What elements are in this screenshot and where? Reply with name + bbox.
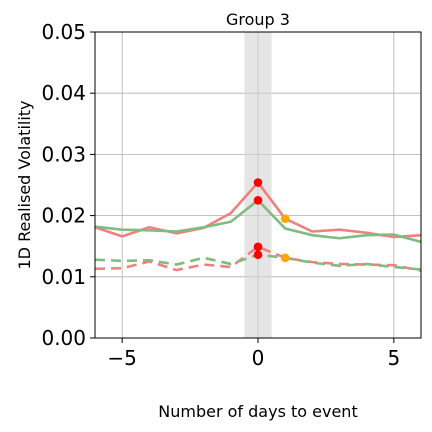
marker-group bbox=[253, 178, 290, 263]
y-tick-label: 0.00 bbox=[41, 326, 86, 350]
chart-title: Group 3 bbox=[226, 10, 290, 29]
event-marker bbox=[280, 214, 290, 223]
y-tick-label: 0.04 bbox=[41, 81, 86, 105]
x-tick-label: −5 bbox=[107, 346, 136, 370]
y-tick-label: 0.05 bbox=[41, 20, 86, 44]
event-marker bbox=[280, 253, 290, 263]
y-axis-label: 1D Realised Volatility bbox=[15, 100, 34, 269]
x-tick-label: 0 bbox=[252, 346, 265, 370]
x-tick-label: 5 bbox=[387, 346, 400, 370]
ticks: −5 0 5 0.00 0.01 0.02 0.03 0.04 0.05 bbox=[41, 20, 400, 370]
event-marker bbox=[253, 178, 263, 187]
event-marker bbox=[253, 242, 263, 252]
y-tick-label: 0.02 bbox=[41, 204, 86, 228]
x-axis-label: Number of days to event bbox=[158, 402, 357, 421]
event-marker bbox=[253, 196, 263, 205]
y-tick-label: 0.01 bbox=[41, 265, 86, 289]
y-tick-label: 0.03 bbox=[41, 142, 86, 166]
event-marker bbox=[253, 250, 263, 260]
